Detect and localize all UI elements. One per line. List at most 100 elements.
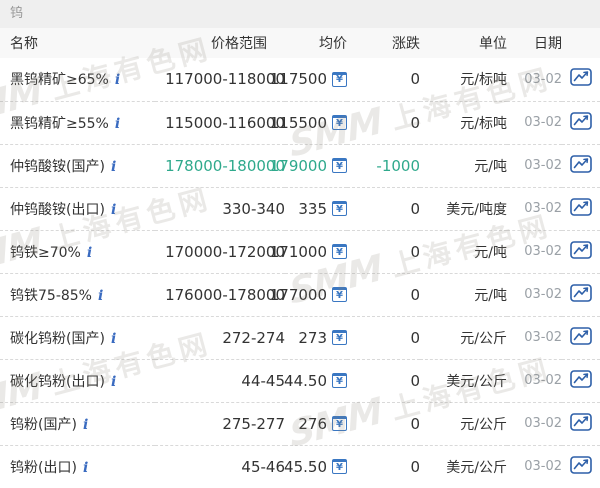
price-history-icon[interactable]: ¥ (332, 158, 347, 173)
unit: 元/公斤 (460, 330, 507, 347)
table-row: 钨粉(国产) i 275-277 276 ¥ 0 元/公斤 03-02 (0, 402, 600, 445)
average-price: 45.50 (284, 457, 327, 476)
trend-chart-icon[interactable] (570, 68, 592, 87)
info-icon[interactable]: i (114, 72, 121, 89)
average-price: 117500 (269, 70, 327, 89)
product-name: 黑钨精矿≥65% (10, 72, 109, 89)
date: 03-02 (524, 201, 562, 216)
trend-chart-icon[interactable] (570, 111, 592, 130)
price-history-icon[interactable]: ¥ (332, 201, 347, 216)
info-icon[interactable]: i (97, 287, 104, 304)
info-icon[interactable]: i (110, 373, 117, 390)
price-range: 45-46 (241, 457, 285, 476)
price-change: 0 (410, 371, 420, 390)
price-range: 117000-118000 (165, 70, 285, 89)
date: 03-02 (524, 158, 562, 173)
date: 03-02 (524, 71, 562, 87)
price-range: 44-45 (241, 371, 285, 390)
product-name: 钨粉(出口) (10, 459, 77, 476)
average-price: 273 (298, 328, 327, 347)
unit: 元/标吨 (460, 115, 507, 132)
price-range: 330-340 (222, 199, 285, 218)
average-price: 179000 (269, 156, 327, 175)
trend-chart-icon[interactable] (570, 283, 592, 302)
unit: 元/吨 (474, 158, 507, 175)
price-change: 0 (410, 328, 420, 347)
unit: 美元/吨度 (446, 201, 507, 218)
price-change: 0 (410, 70, 420, 89)
price-change: 0 (410, 113, 420, 132)
price-range: 170000-172000 (165, 242, 285, 261)
trend-chart-icon[interactable] (570, 369, 592, 388)
trend-chart-icon[interactable] (570, 326, 592, 345)
table-row: 钨铁≥70% i 170000-172000 171000 ¥ 0 元/吨 03-… (0, 230, 600, 273)
price-history-icon[interactable]: ¥ (332, 71, 347, 87)
table-header-row: 名称 价格范围 均价 涨跌 单位 日期 (0, 28, 600, 58)
table-row: 仲钨酸铵(国产) i 178000-180000 179000 ¥ -1000 元… (0, 144, 600, 187)
table-row: 碳化钨粉(出口) i 44-45 44.50 ¥ 0 美元/公斤 03-02 (0, 359, 600, 402)
unit: 元/公斤 (460, 416, 507, 433)
product-name: 钨粉(国产) (10, 416, 77, 433)
unit: 美元/公斤 (446, 459, 507, 476)
col-header-chart (562, 28, 600, 58)
average-price: 115500 (269, 113, 327, 132)
price-change: 0 (410, 414, 420, 433)
price-table: 名称 价格范围 均价 涨跌 单位 日期 黑钨精矿≥65% i 117000-118… (0, 28, 600, 488)
price-change: -1000 (376, 156, 420, 175)
metal-title: 钨 (0, 0, 600, 28)
price-range: 115000-116000 (165, 113, 285, 132)
table-row: 黑钨精矿≥55% i 115000-116000 115500 ¥ 0 元/标吨 … (0, 101, 600, 144)
unit: 元/吨 (474, 287, 507, 304)
unit: 元/标吨 (460, 72, 507, 89)
average-price: 171000 (269, 242, 327, 261)
col-header-name: 名称 (10, 36, 38, 52)
info-icon[interactable]: i (82, 459, 89, 476)
info-icon[interactable]: i (86, 244, 93, 261)
average-price: 335 (298, 199, 327, 218)
product-name: 钨铁≥70% (10, 244, 81, 261)
info-icon[interactable]: i (110, 158, 117, 175)
price-range: 275-277 (222, 414, 285, 433)
info-icon[interactable]: i (82, 416, 89, 433)
trend-chart-icon[interactable] (570, 154, 592, 173)
date: 03-02 (524, 115, 562, 130)
trend-chart-icon[interactable] (570, 240, 592, 259)
price-history-icon[interactable]: ¥ (332, 416, 347, 431)
product-name: 钨铁75-85% (10, 287, 92, 304)
table-row: 黑钨精矿≥65% i 117000-118000 117500 ¥ 0 元/标吨 … (0, 58, 600, 101)
info-icon[interactable]: i (110, 330, 117, 347)
price-range: 176000-178000 (165, 285, 285, 304)
date: 03-02 (524, 287, 562, 302)
product-name: 碳化钨粉(出口) (10, 373, 105, 390)
table-row: 仲钨酸铵(出口) i 330-340 335 ¥ 0 美元/吨度 03-02 (0, 187, 600, 230)
price-change: 0 (410, 457, 420, 476)
price-history-icon[interactable]: ¥ (332, 115, 347, 130)
col-header-avg: 均价 (319, 36, 347, 52)
price-range: 178000-180000 (165, 156, 285, 175)
col-header-date: 日期 (534, 36, 562, 52)
trend-chart-icon[interactable] (570, 197, 592, 216)
trend-chart-icon[interactable] (570, 455, 592, 474)
date: 03-02 (524, 416, 562, 431)
unit: 元/吨 (474, 244, 507, 261)
price-range: 272-274 (222, 328, 285, 347)
product-name: 黑钨精矿≥55% (10, 115, 109, 132)
price-change: 0 (410, 199, 420, 218)
price-history-icon[interactable]: ¥ (332, 459, 347, 474)
col-header-change: 涨跌 (392, 36, 420, 52)
date: 03-02 (524, 373, 562, 388)
average-price: 44.50 (284, 371, 327, 390)
price-change: 0 (410, 285, 420, 304)
price-history-icon[interactable]: ¥ (332, 373, 347, 388)
product-name: 仲钨酸铵(国产) (10, 158, 105, 175)
unit: 美元/公斤 (446, 373, 507, 390)
info-icon[interactable]: i (114, 115, 121, 132)
price-history-icon[interactable]: ¥ (332, 287, 347, 302)
table-row: 碳化钨粉(国产) i 272-274 273 ¥ 0 元/公斤 03-02 (0, 316, 600, 359)
info-icon[interactable]: i (110, 201, 117, 218)
price-history-icon[interactable]: ¥ (332, 244, 347, 259)
table-row: 钨铁75-85% i 176000-178000 177000 ¥ 0 元/吨 0… (0, 273, 600, 316)
trend-chart-icon[interactable] (570, 412, 592, 431)
price-history-icon[interactable]: ¥ (332, 330, 347, 345)
